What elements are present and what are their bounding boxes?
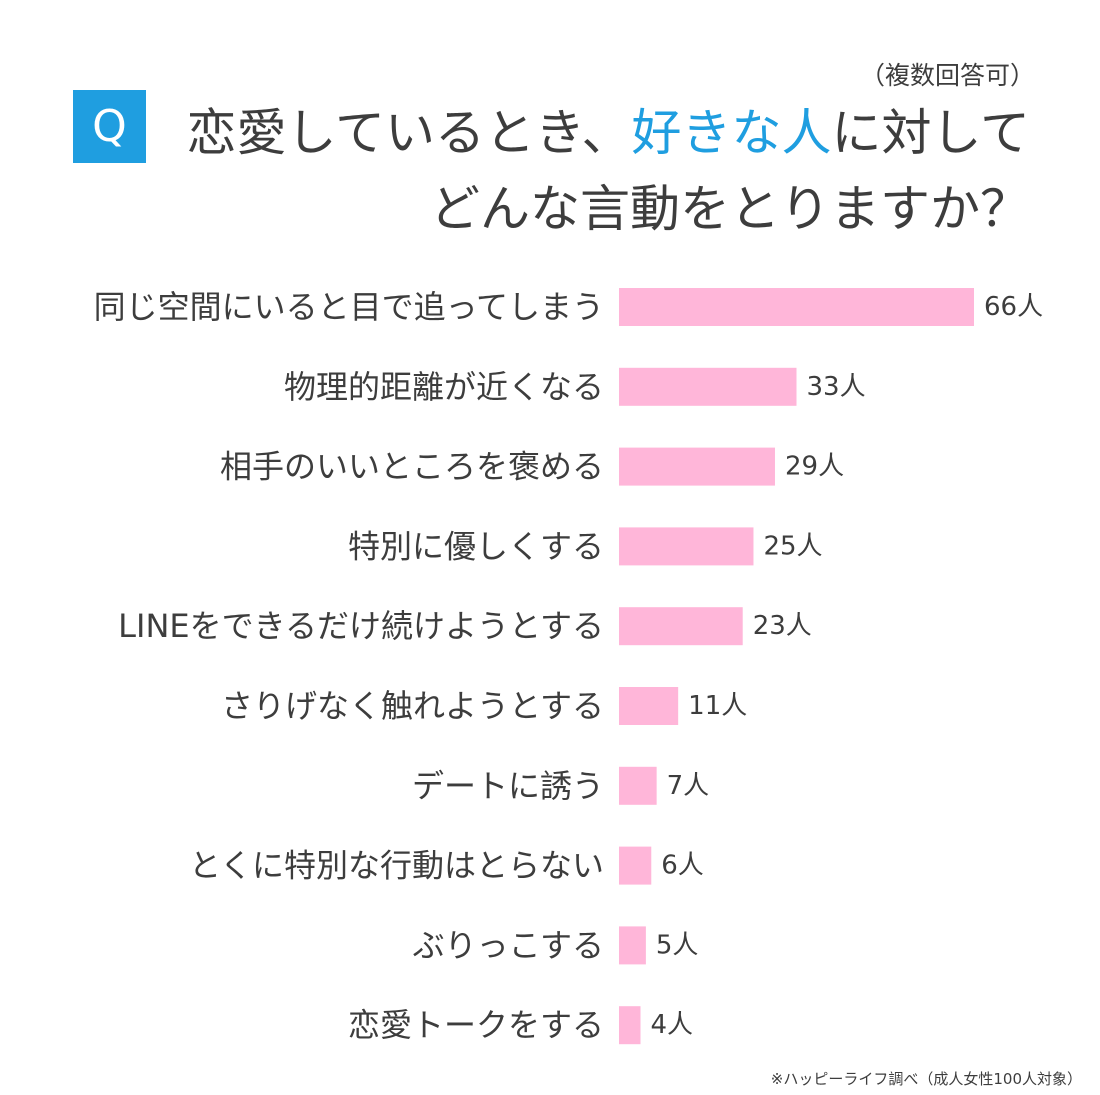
bar	[619, 527, 754, 566]
category-label: ぶりっこする	[413, 926, 604, 964]
category-label: 同じ空間にいると目で追ってしまう	[94, 288, 604, 326]
multiple-answer-note: （複数回答可）	[860, 61, 1036, 90]
source-note: ※ハッピーライフ調べ（成人女性100人対象）	[770, 1070, 1082, 1088]
value-label: 25人	[763, 531, 822, 561]
question-badge: Q	[73, 90, 146, 163]
category-label: とくに特別な行動はとらない	[189, 847, 604, 885]
title-line1-after: に対して	[831, 104, 1031, 162]
bar	[619, 687, 679, 725]
category-label: LINEをできるだけ続けようとする	[118, 607, 604, 645]
bar	[619, 766, 657, 805]
title-line-2: どんな言動をとりますか？	[430, 180, 1030, 238]
category-label: さりげなく触れようとする	[221, 687, 604, 725]
bar	[619, 367, 797, 406]
bar	[619, 607, 743, 646]
category-label: デートに誘う	[412, 767, 604, 805]
category-label: 物理的距離が近くなる	[284, 368, 604, 406]
value-label: 5人	[656, 930, 699, 960]
value-label: 29人	[785, 452, 844, 482]
category-label: 特別に優しくする	[348, 527, 604, 565]
value-label: 11人	[688, 691, 747, 721]
bar	[619, 288, 974, 326]
chart-title: 恋愛しているとき、好きな人に対して どんな言動をとりますか？	[0, 95, 1031, 247]
value-label: 4人	[651, 1010, 694, 1040]
category-label: 恋愛トークをする	[348, 1006, 604, 1044]
value-label: 66人	[984, 292, 1043, 322]
bar	[619, 1006, 641, 1045]
value-label: 7人	[667, 771, 710, 801]
value-label: 23人	[753, 611, 812, 641]
value-label: 6人	[661, 851, 704, 881]
bar	[619, 447, 775, 486]
bar	[619, 926, 646, 965]
category-label: 相手のいいところを褒める	[220, 448, 604, 486]
title-line-1: 恋愛しているとき、好きな人に対して	[0, 95, 1031, 171]
value-label: 33人	[807, 372, 866, 402]
title-highlight: 好きな人	[631, 104, 832, 162]
bar	[619, 846, 652, 885]
title-line1-before: 恋愛しているとき、	[186, 104, 632, 162]
